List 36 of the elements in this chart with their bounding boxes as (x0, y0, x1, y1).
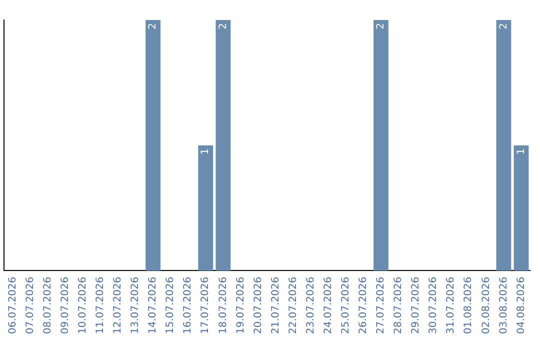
x-tick-label: 23.07.2026 (305, 276, 316, 334)
x-tick-label: 02.08.2026 (480, 276, 492, 334)
x-tick-label: 18.07.2026 (218, 276, 229, 334)
x-tick-label: 09.07.2026 (60, 276, 71, 334)
x-tick-label: 25.07.2026 (340, 276, 352, 334)
x-tick-label: 17.07.2026 (200, 276, 212, 334)
data-label: 2 (376, 23, 387, 30)
x-tick-label: 12.07.2026 (112, 276, 124, 334)
data-label: 2 (218, 23, 229, 30)
x-tick-label: 27.07.2026 (376, 276, 387, 334)
x-tick-label: 14.07.2026 (148, 276, 159, 334)
x-tick-label: 19.07.2026 (235, 276, 246, 334)
x-tick-label: 24.07.2026 (322, 276, 334, 334)
x-tick-label: 03.08.2026 (498, 276, 510, 334)
x-tick-label: 01.08.2026 (463, 276, 474, 334)
x-tick-label: 21.07.2026 (270, 276, 282, 334)
data-label: 1 (200, 148, 212, 155)
x-tick-label: 04.08.2026 (516, 276, 527, 334)
x-tick-label: 20.07.2026 (252, 276, 264, 334)
x-tick-label: 30.07.2026 (428, 276, 440, 334)
x-tick-label: 29.07.2026 (410, 276, 422, 334)
x-tick-label: 08.07.2026 (42, 276, 54, 334)
x-tick-label: 31.07.2026 (446, 276, 457, 334)
data-label: 2 (498, 23, 510, 30)
x-tick-label: 13.07.2026 (130, 276, 142, 334)
x-tick-label: 11.07.2026 (95, 276, 106, 334)
x-tick-label: 06.07.2026 (7, 276, 18, 334)
x-tick-label: 15.07.2026 (165, 276, 176, 334)
x-tick-label: 10.07.2026 (77, 276, 88, 334)
x-tick-label: 28.07.2026 (393, 276, 404, 334)
x-tick-label: 07.07.2026 (24, 276, 36, 334)
x-tick-label: 26.07.2026 (358, 276, 370, 334)
data-label: 1 (516, 148, 527, 155)
data-label: 2 (148, 23, 159, 30)
x-tick-label: 16.07.2026 (182, 276, 194, 334)
x-tick-label: 22.07.2026 (288, 276, 299, 334)
